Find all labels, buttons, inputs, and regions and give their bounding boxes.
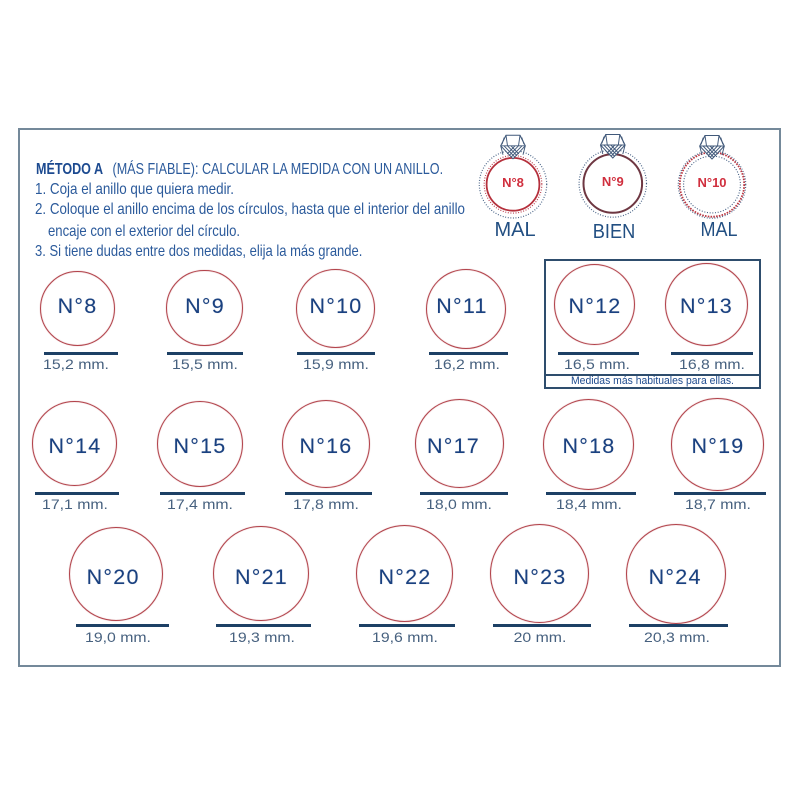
svg-text:N°8: N°8 <box>502 175 524 190</box>
svg-text:N°9: N°9 <box>602 174 624 189</box>
svg-text:N°10: N°10 <box>697 175 726 190</box>
